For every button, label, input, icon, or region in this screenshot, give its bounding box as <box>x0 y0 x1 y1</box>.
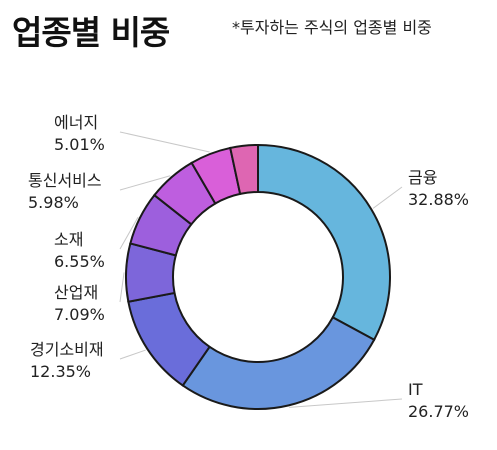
leader-line <box>119 131 210 153</box>
slice-category-label: 소재 <box>54 230 83 249</box>
slice-category-label: 산업재 <box>54 283 98 302</box>
slice-category-label: 에너지 <box>54 113 98 132</box>
chart-title: 업종별 비중 <box>12 13 170 52</box>
slice-percent-label: 12.35% <box>30 362 91 381</box>
leader-line <box>119 175 171 191</box>
slice-percent-label: 6.55% <box>54 252 105 271</box>
donut-slice-unlabeled <box>229 143 259 196</box>
slice-percent-label: 32.88% <box>408 190 469 209</box>
leader-line <box>119 272 125 303</box>
slice-percent-label: 26.77% <box>408 402 469 421</box>
donut-slice-금융 <box>257 143 391 342</box>
leader-line <box>119 349 146 360</box>
leader-line <box>119 216 139 250</box>
slice-percent-label: 7.09% <box>54 305 105 324</box>
chart-subtitle: *투자하는 주식의 업종별 비중 <box>232 18 432 37</box>
slice-category-label: IT <box>408 380 423 399</box>
slice-category-label: 금융 <box>408 168 437 187</box>
donut-slice-IT <box>181 316 376 410</box>
leader-line <box>372 186 403 209</box>
slice-category-label: 경기소비재 <box>30 340 104 359</box>
slice-category-label: 통신서비스 <box>28 171 102 190</box>
leader-line <box>289 398 403 408</box>
slice-percent-label: 5.98% <box>28 193 79 212</box>
slice-percent-label: 5.01% <box>54 135 105 154</box>
